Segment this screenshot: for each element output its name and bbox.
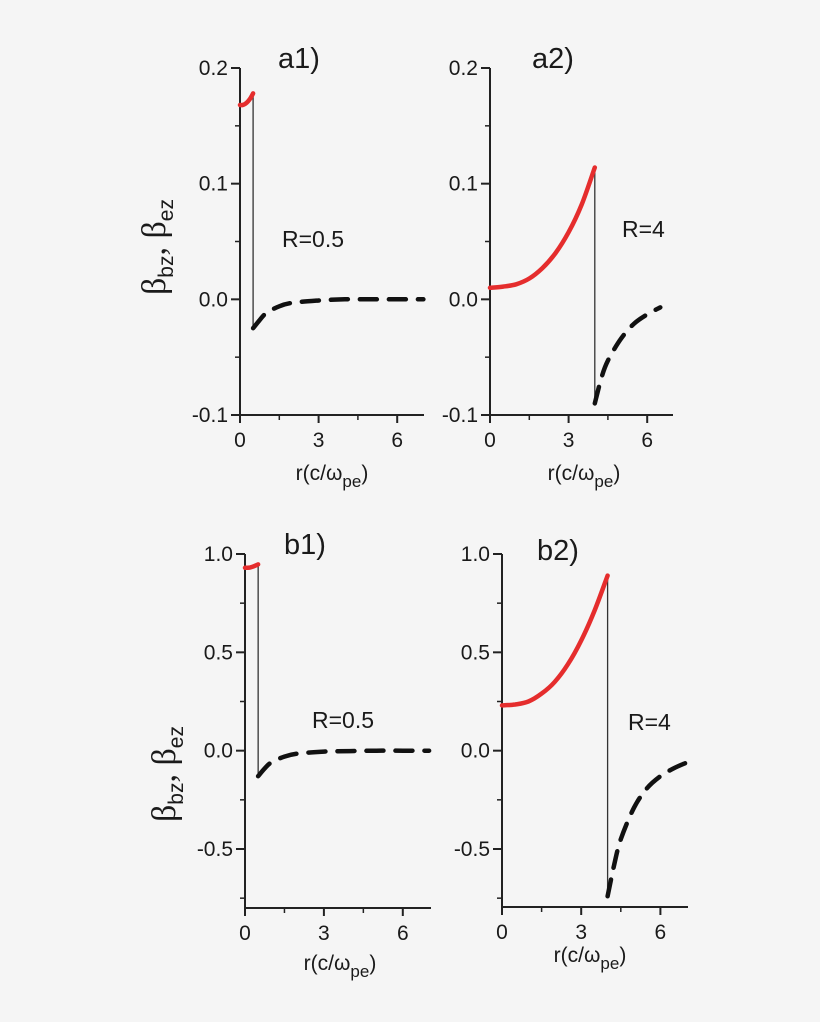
x-tick-label: 6 bbox=[655, 921, 667, 944]
y-tick-label: 0.1 bbox=[199, 173, 228, 196]
x-tick-label: 0 bbox=[239, 922, 251, 945]
inside-curve bbox=[237, 91, 256, 108]
panel-a1: -0.1 0.0 0.1 0.2 0 3 6 a1) R=0.5 r(c/ωpe) bbox=[192, 43, 426, 491]
x-axis-label: r(c/ωpe) bbox=[548, 462, 621, 491]
y-tick-label: 0.5 bbox=[204, 641, 233, 664]
y-tick-label: 0.0 bbox=[461, 740, 490, 763]
panel-label: a2) bbox=[532, 43, 574, 75]
y-tick-label: 0.0 bbox=[204, 740, 233, 763]
y-tick-label: 0.1 bbox=[449, 173, 478, 196]
panel-label: b2) bbox=[537, 535, 579, 567]
x-axis-label: r(c/ωpe) bbox=[554, 944, 627, 973]
x-tick-label: 0 bbox=[496, 921, 508, 944]
x-tick-label: 0 bbox=[484, 429, 496, 452]
outside-curve bbox=[250, 296, 426, 331]
y-tick-label: 0.0 bbox=[199, 288, 228, 311]
y-axis-label-bottom: βbz, βez bbox=[146, 726, 188, 822]
x-tick-label: 6 bbox=[391, 429, 403, 452]
panel-b2: -0.5 0.0 0.5 1.0 0 3 6 b2) R=4 r(c/ωpe) bbox=[454, 535, 690, 973]
outside-curve bbox=[592, 305, 663, 406]
radius-annotation: R=0.5 bbox=[312, 707, 374, 733]
radius-annotation: R=0.5 bbox=[282, 226, 344, 252]
radius-annotation: R=4 bbox=[628, 709, 671, 735]
y-tick-label: 0.2 bbox=[449, 57, 478, 80]
x-tick-label: 0 bbox=[234, 429, 246, 452]
inside-curve bbox=[242, 562, 261, 571]
y-tick-label: -0.5 bbox=[197, 838, 233, 861]
x-tick-label: 3 bbox=[575, 921, 587, 944]
x-axis-label: r(c/ωpe) bbox=[304, 952, 377, 981]
y-tick-label: -0.5 bbox=[454, 838, 490, 861]
inside-curve bbox=[487, 165, 598, 291]
panel-b1: -0.5 0.0 0.5 1.0 0 3 6 b1) R=0.5 r(c/ωpe) bbox=[197, 529, 432, 981]
y-tick-label: 0.2 bbox=[199, 57, 228, 80]
y-tick-label: 1.0 bbox=[204, 543, 233, 566]
svg-text:βbz, βez: βbz, βez bbox=[136, 199, 178, 295]
svg-text:βbz, βez: βbz, βez bbox=[146, 726, 188, 822]
x-axis-label: r(c/ωpe) bbox=[296, 462, 369, 491]
x-tick-label: 6 bbox=[397, 922, 409, 945]
outside-curve bbox=[255, 748, 432, 779]
y-axis-label-top: βbz, βez bbox=[136, 199, 178, 295]
x-tick-label: 6 bbox=[641, 429, 653, 452]
radius-annotation: R=4 bbox=[622, 216, 665, 242]
y-tick-label: -0.1 bbox=[442, 404, 478, 427]
x-tick-label: 3 bbox=[313, 429, 325, 452]
inside-curve bbox=[499, 573, 610, 708]
x-tick-label: 3 bbox=[563, 429, 575, 452]
y-tick-label: 0.5 bbox=[461, 641, 490, 664]
y-tick-label: 1.0 bbox=[461, 543, 490, 566]
y-tick-label: -0.1 bbox=[192, 404, 228, 427]
y-tick-label: 0.0 bbox=[449, 288, 478, 311]
outside-curve bbox=[605, 760, 690, 899]
x-tick-label: 3 bbox=[318, 922, 330, 945]
panel-label: a1) bbox=[278, 43, 320, 75]
panel-label: b1) bbox=[284, 529, 326, 561]
panel-a2: -0.1 0.0 0.1 0.2 0 3 6 a2) R=4 r(c/ωpe) bbox=[442, 43, 673, 491]
